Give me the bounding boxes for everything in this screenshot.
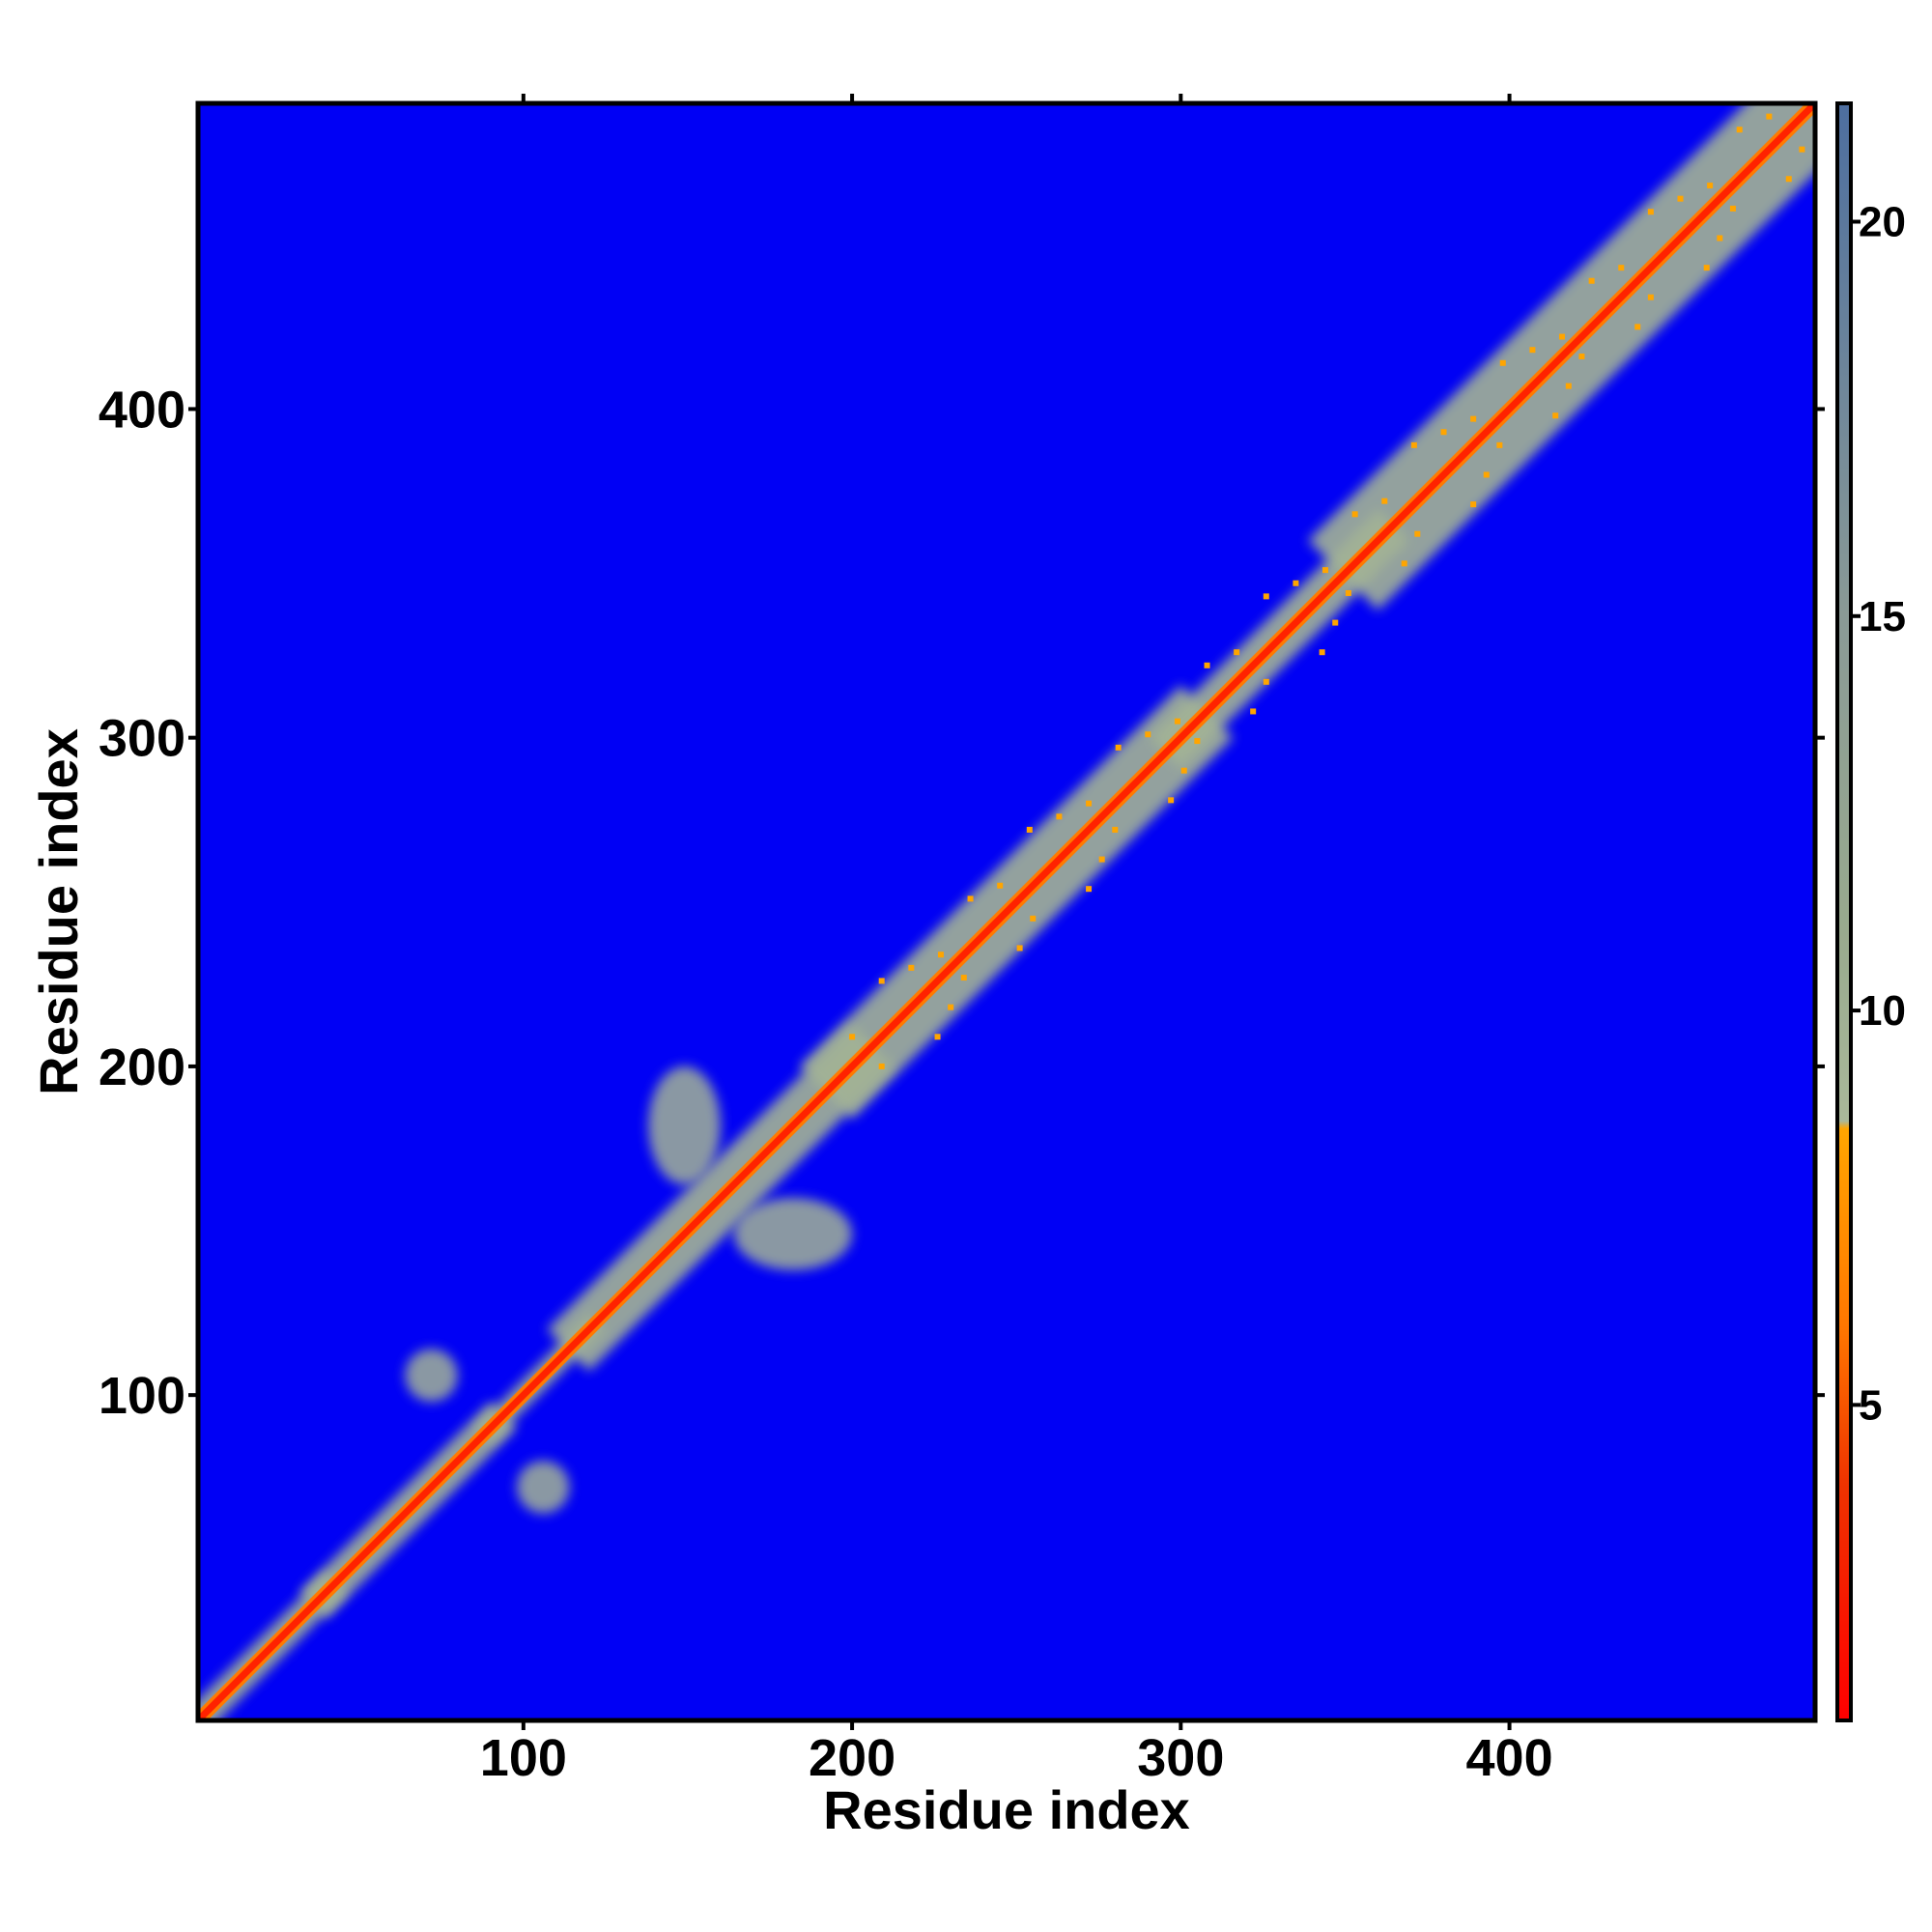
contact-cell (1588, 277, 1595, 284)
contact-cell (1799, 146, 1805, 153)
contact-cell (1086, 800, 1093, 807)
contact-cell (1410, 441, 1417, 448)
contact-cell (1381, 497, 1388, 504)
x-tick-label: 300 (1137, 1729, 1224, 1787)
y-tick-label: 300 (99, 710, 185, 768)
contact-cell (1056, 813, 1063, 820)
contact-cell (878, 1063, 885, 1069)
contact-cell (1332, 619, 1339, 626)
heatmap-panel (195, 58, 1861, 1723)
contact-cell (1766, 113, 1773, 120)
x-axis-title: Residue index (823, 1779, 1190, 1840)
contact-cell (997, 882, 1004, 889)
contact-cell (1529, 347, 1536, 354)
colorbar-gradient (1835, 101, 1853, 1722)
contact-cell (1180, 767, 1187, 774)
x-axis: 100 200 300 400 (480, 94, 1553, 1787)
contact-cell (1618, 265, 1625, 271)
contact-cell (1796, 58, 1802, 64)
y-tick-label: 100 (99, 1367, 185, 1425)
contact-cell (1703, 265, 1710, 271)
contact-cell (1112, 826, 1119, 833)
contact-cell (1414, 530, 1421, 537)
contact-cell (1634, 324, 1641, 330)
contact-cell (1483, 471, 1490, 478)
y-tick-label: 200 (99, 1038, 185, 1096)
contact-cell (1647, 294, 1654, 300)
y-axis: 100 200 300 400 (99, 381, 1825, 1425)
diagonal-line (198, 103, 1815, 1720)
contact-cell (1552, 412, 1559, 419)
contact-cell (948, 1004, 954, 1010)
contact-cell (1470, 501, 1477, 508)
heatmap-frame (195, 100, 1818, 1723)
contact-cell (1263, 678, 1269, 685)
contact-cell (1736, 127, 1743, 133)
contact-cell (1030, 915, 1037, 922)
contact-region (405, 1349, 458, 1402)
contact-cell (1785, 176, 1792, 183)
colorbar-tick-label: 10 (1859, 987, 1906, 1035)
contact-cell (1319, 649, 1325, 656)
contact-cell (1401, 560, 1407, 567)
contact-cell (1026, 826, 1033, 833)
contact-cell (1263, 593, 1269, 600)
contact-cell (908, 964, 915, 971)
contact-cell (849, 1034, 856, 1040)
contact-cell (1677, 195, 1684, 202)
contact-cell (1559, 333, 1566, 340)
x-tick-label: 200 (809, 1729, 895, 1787)
colorbar: 5 10 15 20 (1835, 101, 1906, 1722)
contact-cell (1234, 649, 1240, 656)
x-tick-label: 400 (1466, 1729, 1553, 1787)
colorbar-ticks: 5 10 15 20 (1851, 198, 1906, 1429)
contact-cell (1145, 731, 1151, 738)
contact-cell (1440, 429, 1447, 436)
contact-cell (1204, 662, 1210, 668)
contact-cell (1496, 441, 1503, 448)
contact-region (648, 1065, 721, 1185)
contact-cell (1194, 738, 1201, 745)
contact-cell (1115, 744, 1122, 751)
contact-cell (1729, 205, 1736, 212)
colorbar-tick-label: 15 (1859, 593, 1906, 640)
contact-cell (1174, 718, 1180, 724)
y-tick-label: 400 (99, 381, 185, 439)
contact-cell (1470, 415, 1477, 422)
contact-cell (1016, 945, 1023, 952)
contact-cell (1499, 359, 1506, 366)
contact-cell (1351, 511, 1358, 518)
contact-cell (1098, 856, 1105, 863)
contact-cell (1086, 886, 1093, 893)
contact-cell (1707, 183, 1714, 189)
y-axis-title: Residue index (28, 728, 89, 1095)
contact-cell (937, 952, 944, 958)
contact-cell (1578, 353, 1585, 359)
contact-cell (1168, 797, 1175, 804)
contact-cell (1565, 383, 1572, 389)
colorbar-tick-label: 20 (1859, 198, 1906, 245)
contact-cell (1322, 567, 1329, 574)
contact-cell (1293, 580, 1299, 586)
contact-cell (1717, 235, 1723, 242)
contact-cell (934, 1034, 941, 1040)
heatmap-cells (198, 58, 1861, 1720)
x-tick-label: 100 (480, 1729, 567, 1787)
contact-cell (878, 978, 885, 984)
contact-cell (1345, 589, 1351, 596)
contact-region (733, 1198, 853, 1270)
contact-cell (967, 895, 974, 902)
colorbar-tick-label: 5 (1859, 1381, 1882, 1429)
contact-region (517, 1461, 570, 1514)
contact-cell (1855, 117, 1861, 123)
contact-cell (960, 975, 967, 981)
contact-cell (1250, 708, 1257, 715)
contact-cell (1647, 209, 1654, 215)
